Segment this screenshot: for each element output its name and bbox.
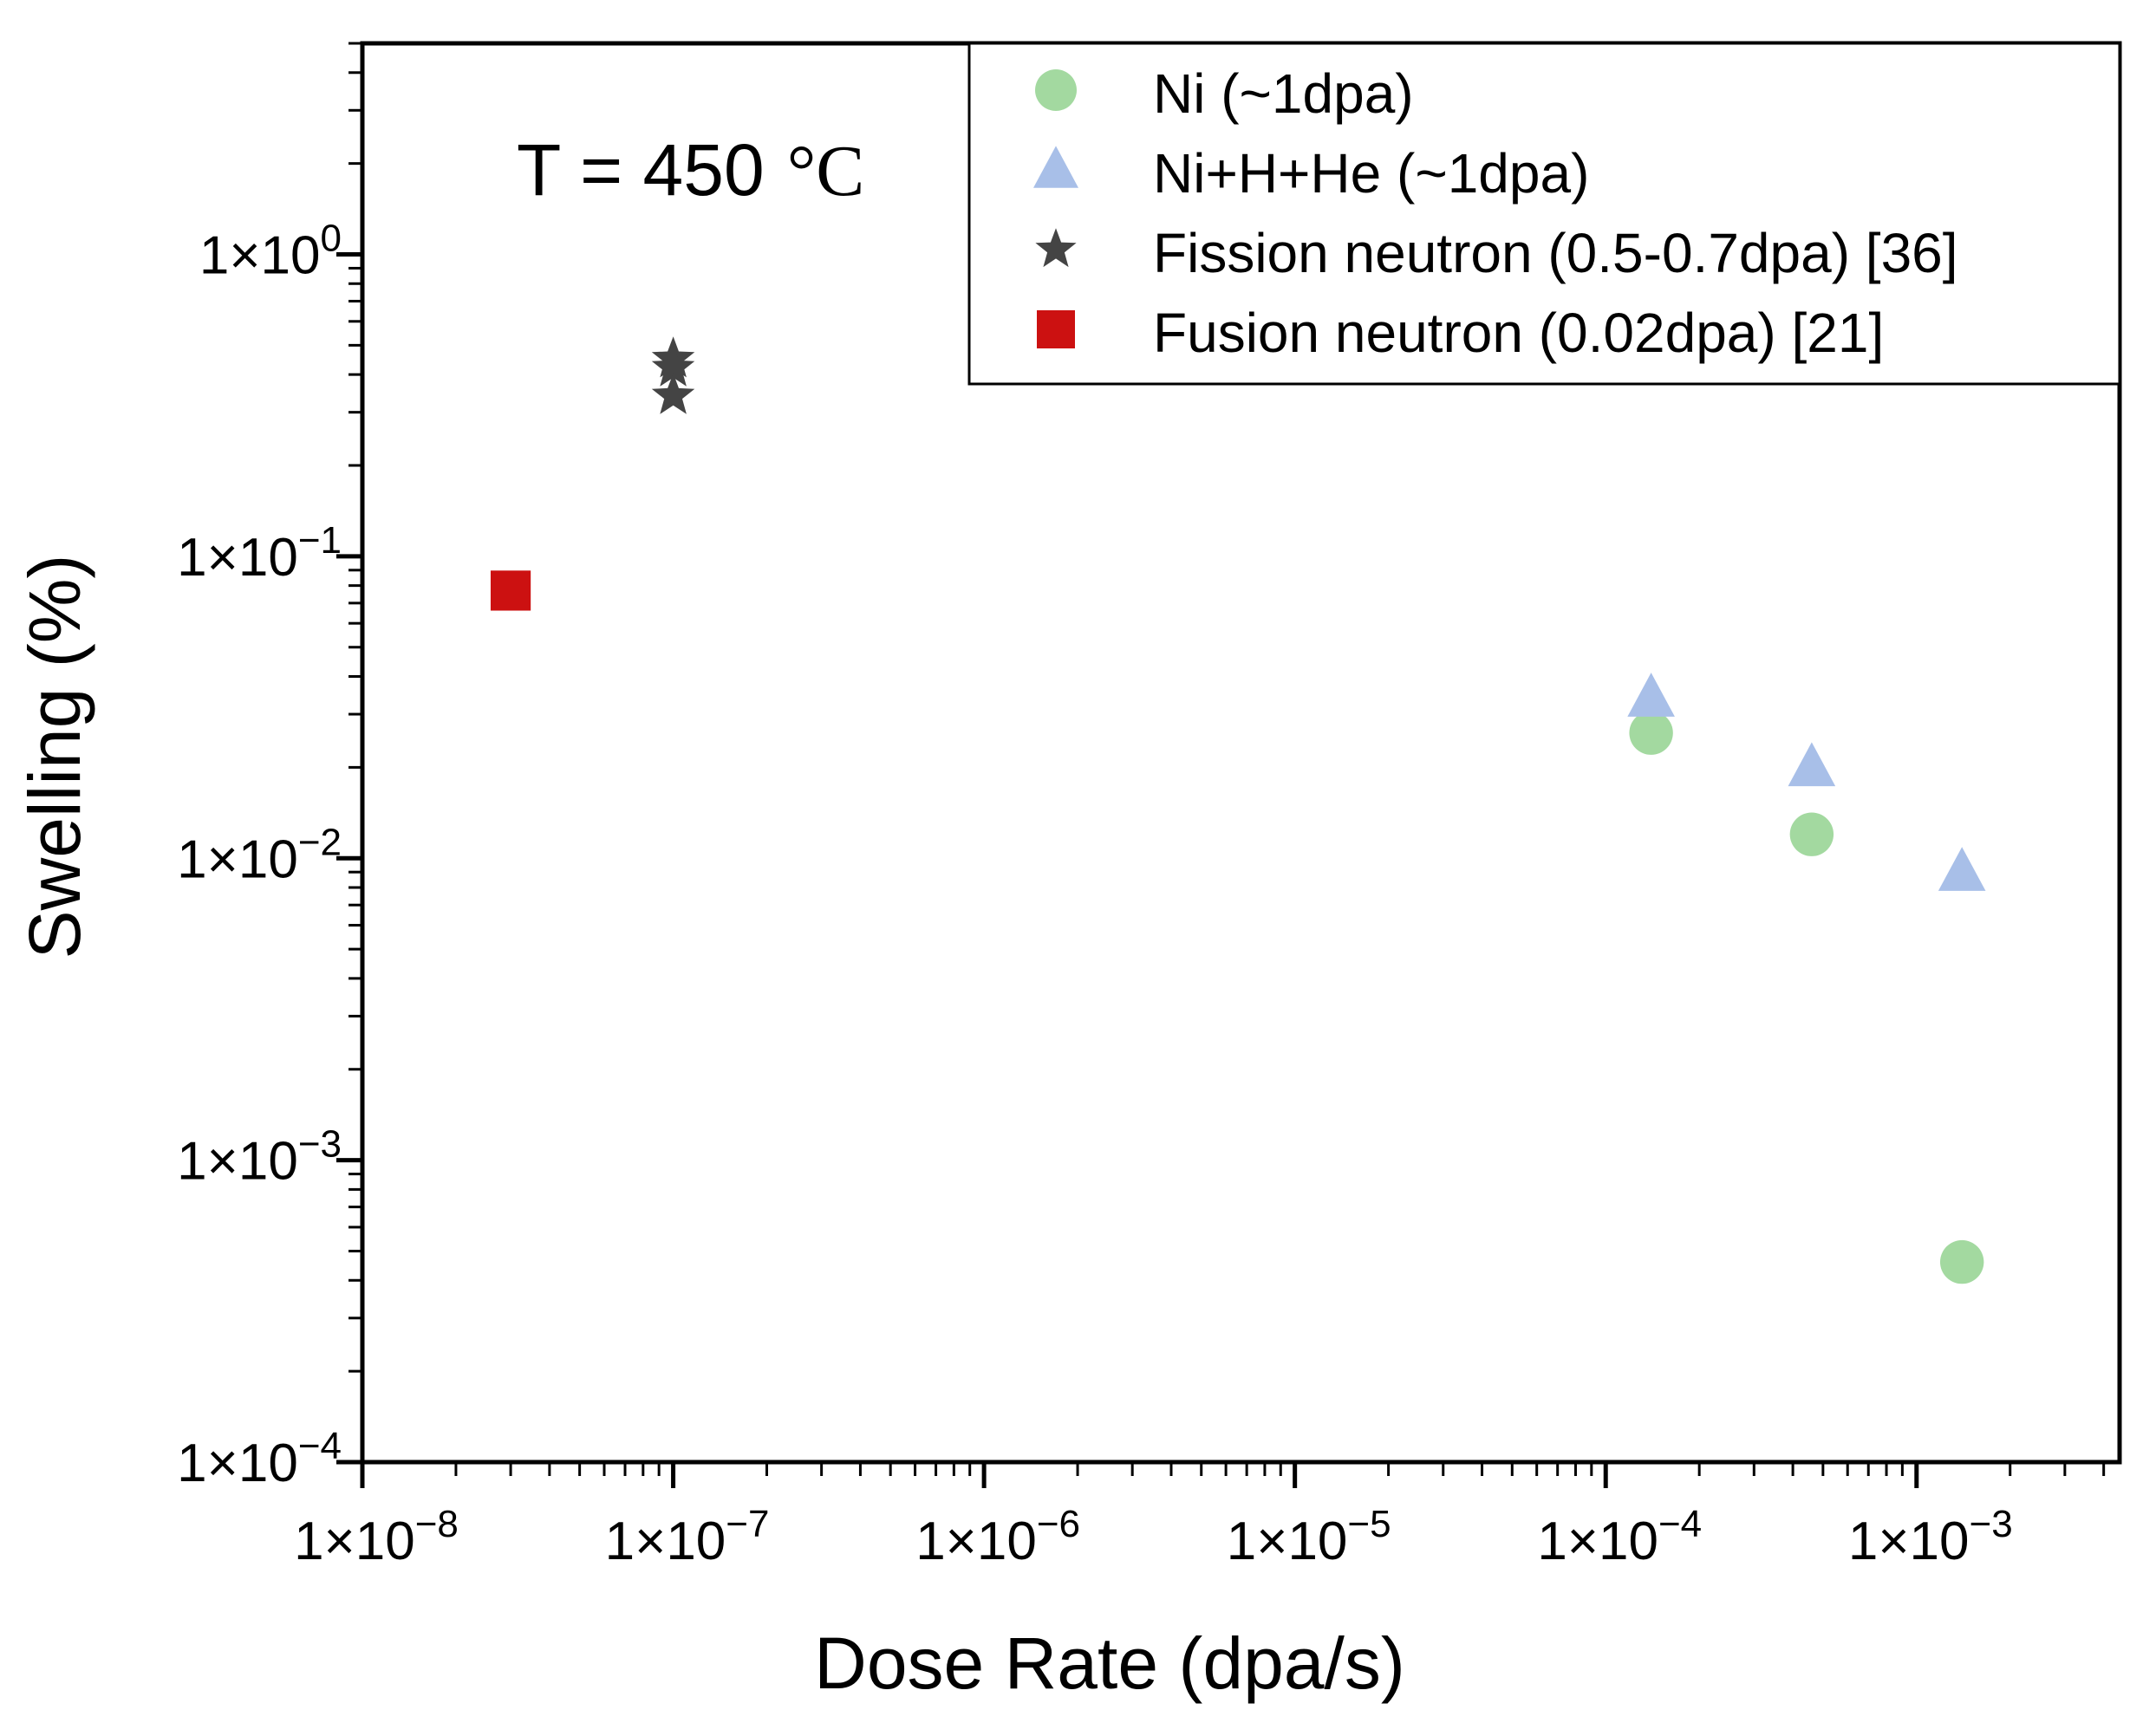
y-tick-label: 1×100: [199, 218, 342, 286]
data-point-star: [651, 345, 695, 387]
x-axis-title: Dose Rate (dpa/s): [814, 1622, 1405, 1704]
series-triangle: [1627, 673, 1986, 891]
x-tick-label: 1×10−3: [1848, 1503, 2013, 1571]
data-points: [490, 336, 1986, 1284]
x-tick-label: 1×10−6: [915, 1503, 1080, 1571]
data-point-circle: [1629, 711, 1673, 755]
legend-label: Ni+H+He (~1dpa): [1153, 142, 1589, 205]
legend-item: Fusion neutron (0.02dpa) [21]: [1037, 302, 1884, 364]
temperature-annotation: T = 450 °C: [517, 129, 864, 211]
legend-item: Fission neutron (0.5-0.7dpa) [36]: [1035, 222, 1958, 284]
y-tick-label: 1×10−4: [177, 1425, 342, 1493]
legend-marker-star: [1035, 228, 1077, 268]
y-axis-title: Swelling (%): [14, 555, 95, 959]
minor-ticks: [348, 42, 2106, 1476]
y-tick-label: 1×10−3: [177, 1123, 342, 1192]
legend-label: Fusion neutron (0.02dpa) [21]: [1153, 302, 1884, 364]
legend-items: Ni (~1dpa) Ni+H+He (~1dpa) Fission neutron…: [1033, 62, 1958, 364]
temperature-unit: °C: [787, 131, 865, 211]
legend-label: Ni (~1dpa): [1153, 62, 1414, 125]
data-point-triangle: [1938, 847, 1986, 891]
x-tick-label: 1×10−5: [1227, 1503, 1391, 1571]
series-square: [490, 570, 531, 611]
y-tick-label: 1×10−2: [177, 821, 342, 889]
y-tick-labels: 1×10−4 1×10−3 1×10−2 1×10−1 1×100: [177, 218, 342, 1493]
legend-marker-triangle: [1033, 146, 1078, 188]
legend-marker-circle: [1035, 69, 1077, 111]
x-tick-labels: 1×10−8 1×10−7 1×10−6 1×10−5 1×10−4 1×10−3: [294, 1503, 2013, 1571]
series-star: [651, 336, 695, 414]
x-tick-label: 1×10−8: [294, 1503, 459, 1571]
y-tick-label: 1×10−1: [177, 519, 342, 588]
legend: Ni (~1dpa) Ni+H+He (~1dpa) Fission neutron…: [967, 42, 2121, 386]
legend-item: Ni (~1dpa): [1035, 62, 1414, 125]
temperature-value: T = 450: [517, 129, 765, 211]
data-point-circle: [1939, 1239, 1984, 1284]
data-point-circle: [1789, 812, 1834, 856]
x-tick-label: 1×10−4: [1537, 1503, 1702, 1571]
series-circle: [1629, 711, 1984, 1284]
legend-frame: [967, 42, 2121, 386]
data-point-square: [490, 570, 531, 611]
data-point-triangle: [1627, 673, 1675, 717]
data-point-triangle: [1788, 742, 1836, 787]
legend-item: Ni+H+He (~1dpa): [1033, 142, 1589, 205]
major-ticks: [336, 252, 1919, 1488]
legend-label: Fission neutron (0.5-0.7dpa) [36]: [1153, 222, 1958, 284]
x-tick-label: 1×10−7: [605, 1503, 770, 1571]
legend-marker-square: [1037, 310, 1075, 348]
data-point-star: [651, 373, 695, 414]
